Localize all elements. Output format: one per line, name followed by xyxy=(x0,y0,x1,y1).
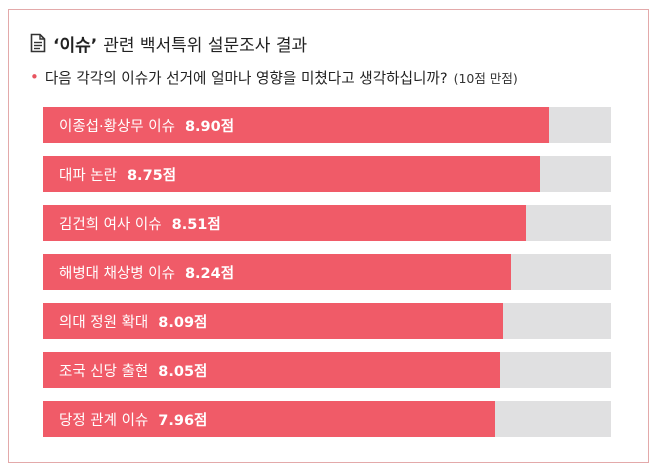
bar-label: 해병대 채상병 이슈 xyxy=(59,265,175,282)
bar-label: 대파 논란 xyxy=(59,167,117,184)
page-title: 관련 백서특위 설문조사 결과 xyxy=(103,35,308,56)
data-label: 7.96점 xyxy=(158,412,208,429)
header: ‘이슈’ 관련 백서특위 설문조사 결과 xyxy=(30,30,307,56)
data-label: 8.09점 xyxy=(158,314,208,331)
data-label: 8.05점 xyxy=(158,363,208,380)
scale-note: (10점 만점) xyxy=(453,70,518,86)
bar xyxy=(43,254,512,290)
bar-label: 조국 신당 출현 xyxy=(59,363,149,380)
bar-track: 해병대 채상병 이슈 8.24점 xyxy=(43,254,611,290)
question-text: 다음 각각의 이슈가 선거에 얼마나 영향을 미쳤다고 생각하십니까? xyxy=(44,69,448,87)
bar-track: 대파 논란 8.75점 xyxy=(43,156,611,192)
bar-label: 이종섭·황상무 이슈 xyxy=(59,118,175,135)
bar-label: 당정 관계 이슈 xyxy=(59,412,149,429)
bar xyxy=(43,303,503,339)
bar-text: 조국 신당 출현 8.05점 xyxy=(59,352,207,388)
data-label: 8.24점 xyxy=(184,265,235,282)
bar xyxy=(43,156,540,192)
bar-text: 해병대 채상병 이슈 8.24점 xyxy=(59,254,234,290)
bar-text: 김건희 여사 이슈 8.51점 xyxy=(59,205,221,241)
bar-track: 조국 신당 출현 8.05점 xyxy=(43,352,611,388)
bar-text: 대파 논란 8.75점 xyxy=(59,156,176,192)
bar xyxy=(43,107,549,143)
bar-track: 의대 정원 확대 8.09점 xyxy=(43,303,611,339)
bullet-icon: • xyxy=(30,68,39,86)
bar-track: 이종섭·황상무 이슈 8.90점 xyxy=(43,107,611,143)
bar-text: 이종섭·황상무 이슈 8.90점 xyxy=(59,107,234,143)
data-label: 8.51점 xyxy=(171,216,221,233)
document-icon xyxy=(30,33,46,53)
bar-text: 당정 관계 이슈 7.96점 xyxy=(59,401,207,437)
data-label: 8.90점 xyxy=(184,118,235,135)
question-line: • 다음 각각의 이슈가 선거에 얼마나 영향을 미쳤다고 생각하십니까? (1… xyxy=(30,66,518,88)
bar-label: 의대 정원 확대 xyxy=(59,314,149,331)
bar xyxy=(43,401,496,437)
data-label: 8.75점 xyxy=(126,167,177,184)
bar-label: 김건희 여사 이슈 xyxy=(59,216,162,233)
bar-text: 의대 정원 확대 8.09점 xyxy=(59,303,207,339)
bar-track: 당정 관계 이슈 7.96점 xyxy=(43,401,611,437)
bar xyxy=(43,205,527,241)
title-keyword: ‘이슈’ xyxy=(53,35,98,56)
bar-track: 김건희 여사 이슈 8.51점 xyxy=(43,205,611,241)
bar xyxy=(43,352,501,388)
